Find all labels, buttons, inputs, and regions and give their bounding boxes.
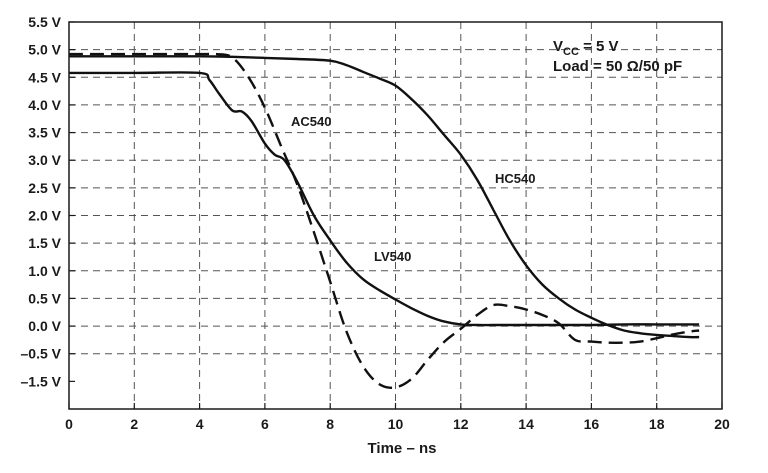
y-tick-label: 0.5 V <box>28 290 61 306</box>
x-tick-label: 2 <box>130 416 138 432</box>
vcc-value: = 5 V <box>579 38 619 55</box>
x-tick-label: 4 <box>196 416 204 432</box>
conditions-annotation: VCC = 5 V Load = 50 Ω/50 pF <box>553 38 682 75</box>
series-label-ac540: AC540 <box>291 114 331 129</box>
x-tick-label: 12 <box>453 416 469 432</box>
x-tick-label: 8 <box>326 416 334 432</box>
vcc-main: V <box>553 38 563 55</box>
x-tick-label: 14 <box>518 416 534 432</box>
x-tick-label: 20 <box>714 416 730 432</box>
y-tick-label: –1.5 V <box>21 373 62 389</box>
vcc-annotation: VCC = 5 V <box>553 38 619 58</box>
x-tick-label: 10 <box>388 416 404 432</box>
series-line-hc540 <box>69 55 700 339</box>
x-axis-label: Time – ns <box>368 440 437 457</box>
x-tick-label: 18 <box>649 416 665 432</box>
y-tick-label: 3.0 V <box>28 152 61 168</box>
y-tick-label: 1.0 V <box>28 263 61 279</box>
y-tick-label: 2.5 V <box>28 180 61 196</box>
x-tick-label: 0 <box>65 416 73 432</box>
x-tick-label: 6 <box>261 416 269 432</box>
series-label-hc540: HC540 <box>495 171 535 186</box>
vcc-subscript: CC <box>563 46 579 58</box>
series-line-lv540 <box>68 71 700 327</box>
series-label-lv540: LV540 <box>374 249 411 264</box>
series-line-ac540 <box>69 52 700 390</box>
y-tick-label: 0.0 V <box>28 318 61 334</box>
y-tick-label: 4.0 V <box>28 97 61 113</box>
x-axis-ticks: 0 2 4 6 8 10 12 14 16 18 20 <box>65 403 730 432</box>
y-tick-label: 5.0 V <box>28 42 61 58</box>
y-tick-label: 4.5 V <box>28 69 61 85</box>
y-tick-label: –0.5 V <box>21 346 62 362</box>
series-group <box>68 52 700 390</box>
y-tick-label: 3.5 V <box>28 125 61 141</box>
x-tick-label: 16 <box>584 416 600 432</box>
y-tick-label: 1.5 V <box>28 235 61 251</box>
y-axis-ticks: 5.5 V 5.0 V 4.5 V 4.0 V 3.5 V 3.0 V 2.5 V 2.0 V… <box>21 14 75 389</box>
y-tick-label: 5.5 V <box>28 14 61 30</box>
y-tick-label: 2.0 V <box>28 208 61 224</box>
load-annotation: Load = 50 Ω/50 pF <box>553 58 682 75</box>
